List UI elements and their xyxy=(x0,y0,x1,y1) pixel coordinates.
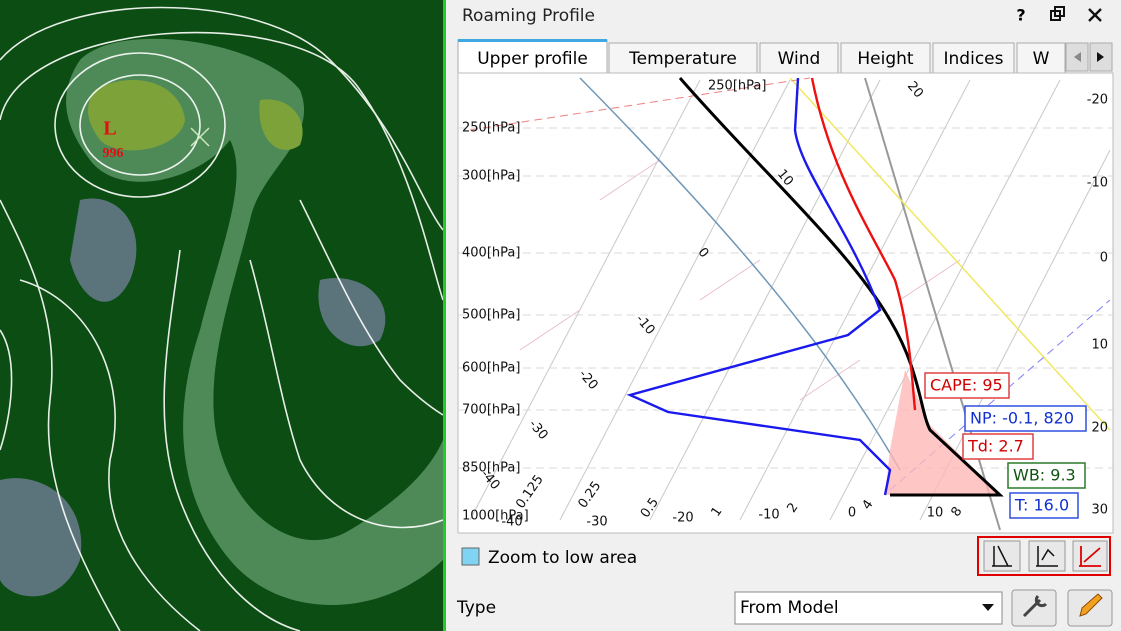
right-axis-label: 10 xyxy=(1091,338,1108,353)
tab[interactable] xyxy=(840,42,931,74)
tropopause xyxy=(469,77,811,131)
wet-bulb-curve xyxy=(579,77,901,471)
dropdown-arrow xyxy=(982,604,994,611)
splitter[interactable] xyxy=(443,0,446,631)
tool-buttons xyxy=(983,540,1108,572)
restore-button[interactable] xyxy=(1050,6,1065,21)
cloud-area xyxy=(0,478,82,597)
annotation: NP: -0.1, 820 xyxy=(970,409,1074,428)
tab-label: Temperature xyxy=(628,49,737,69)
cloud-area xyxy=(70,198,137,302)
precip-core xyxy=(259,99,303,150)
cloud-area xyxy=(318,278,386,347)
tool-group xyxy=(977,536,1111,576)
map-crosshair xyxy=(190,127,210,147)
annotation-box xyxy=(1007,462,1086,489)
panel-title: Roaming Profile xyxy=(462,6,595,26)
pressure-label: 400[hPa] xyxy=(462,246,520,261)
annotation-box xyxy=(962,433,1034,460)
pressure-label: 250[hPa] xyxy=(462,121,520,136)
type-label: Type xyxy=(456,598,496,618)
temperature-axis-label: -30 xyxy=(586,515,607,530)
isobars xyxy=(0,6,444,631)
pressure-label: 700[hPa] xyxy=(462,403,520,418)
temperature-axis-label: -10 xyxy=(758,508,779,523)
temperature-axis-label: -20 xyxy=(672,511,693,526)
pressure-label: 250[hPa] xyxy=(708,79,766,94)
moist-adiabat xyxy=(789,77,1111,431)
close-button[interactable] xyxy=(1088,8,1102,22)
tool-button[interactable] xyxy=(983,540,1021,572)
right-axis-label: -10 xyxy=(1087,176,1108,191)
temperature-axis-label: 10 xyxy=(927,506,944,521)
tab[interactable] xyxy=(759,42,839,74)
pressure-label: 850[hPa] xyxy=(462,461,520,476)
right-axis-label: 20 xyxy=(1091,421,1108,436)
dewpoint-curve xyxy=(626,77,892,496)
annotation-box xyxy=(924,372,1010,399)
type-dropdown[interactable] xyxy=(734,591,1003,625)
arrow xyxy=(1097,52,1104,62)
pressure-label: 300[hPa] xyxy=(462,169,520,184)
tab[interactable] xyxy=(608,42,758,74)
skew-t-diagram xyxy=(458,77,1113,531)
annotation-box xyxy=(1009,492,1079,519)
isotherms xyxy=(469,79,1111,521)
precip-core xyxy=(88,80,185,151)
right-axis-label: -20 xyxy=(1087,93,1108,108)
tab-label: Upper profile xyxy=(477,49,588,69)
temperature-axis-label: 0 xyxy=(848,506,856,521)
wind-barb-grid xyxy=(519,159,961,401)
tab-label: Wind xyxy=(778,49,821,69)
tab-label: Height xyxy=(857,49,914,69)
low-marker: L xyxy=(103,118,116,140)
low-pressure: 996 xyxy=(103,146,124,161)
diagram-labels: 250[hPa] 250[hPa] 300[hPa] 400[hPa] 500[hPa]… xyxy=(462,79,1108,530)
map: L 996 xyxy=(0,0,444,631)
help-button[interactable]: ? xyxy=(1016,6,1025,25)
pressure-label: 500[hPa] xyxy=(462,308,520,323)
tab-label: Indices xyxy=(944,49,1004,69)
tab-label: W xyxy=(1033,49,1050,69)
pressure-label: 600[hPa] xyxy=(462,361,520,376)
zoom-checkbox[interactable] xyxy=(461,547,480,566)
annotation: T: 16.0 xyxy=(1014,496,1069,515)
tab[interactable] xyxy=(932,42,1015,74)
tab-bar: Upper profile Temperature Wind Height Indice… xyxy=(457,39,1113,74)
temperature-curve xyxy=(810,77,917,411)
tab-highlight xyxy=(458,39,607,42)
parcel-curve xyxy=(678,77,1004,497)
right-axis-label: 30 xyxy=(1091,503,1108,518)
arrow xyxy=(1074,52,1081,62)
temperature-axis-label: -40 xyxy=(501,515,522,530)
tab[interactable] xyxy=(1016,42,1066,74)
annotation: CAPE: 95 xyxy=(930,376,1003,395)
annotation: Td: 2.7 xyxy=(967,437,1024,456)
pressure-lines xyxy=(458,127,1113,469)
type-value: From Model xyxy=(740,598,839,618)
zoom-checkbox-label: Zoom to low area xyxy=(488,548,637,568)
annotation: WB: 9.3 xyxy=(1013,466,1076,485)
right-axis-label: 0 xyxy=(1100,251,1108,266)
annotation-box xyxy=(964,405,1087,432)
pressure-label: 1000[hPa] xyxy=(462,509,529,524)
